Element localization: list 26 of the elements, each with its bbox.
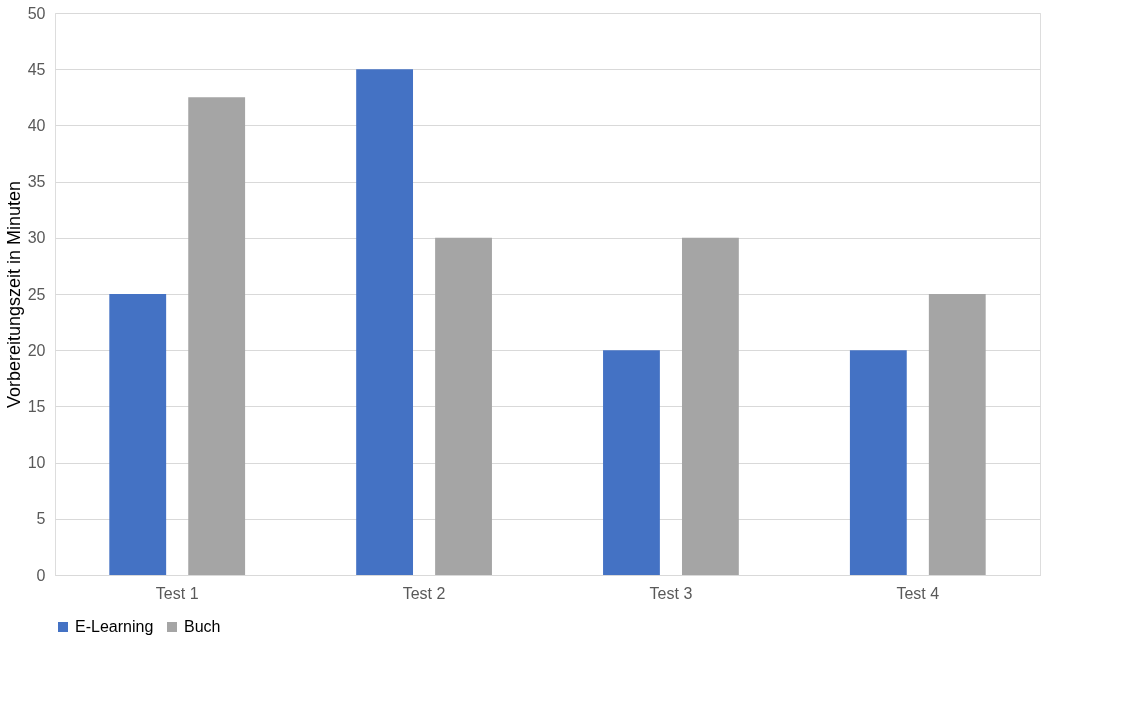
y-tick-label: 10 xyxy=(27,454,46,472)
bar xyxy=(188,97,246,575)
bar xyxy=(681,237,739,575)
bar xyxy=(435,237,492,575)
y-tick-label: 0 xyxy=(36,566,46,584)
x-tick-label: Test 1 xyxy=(155,584,199,602)
y-tick-label: 45 xyxy=(27,60,46,78)
legend-label: Buch xyxy=(184,618,221,635)
y-tick-label: 25 xyxy=(27,285,46,303)
bar xyxy=(849,350,907,575)
y-tick-label: 30 xyxy=(27,229,46,247)
y-tick-label: 40 xyxy=(27,116,46,134)
y-tick-label: 15 xyxy=(27,397,46,415)
legend-label: E-Learning xyxy=(75,618,154,635)
y-tick-label: 5 xyxy=(36,510,46,528)
bar xyxy=(928,294,986,575)
x-tick-label: Test 2 xyxy=(402,584,446,602)
x-tick-label: Test 4 xyxy=(896,584,940,602)
y-axis-title: Vorbereitungszeit in Minuten xyxy=(3,180,24,409)
bar xyxy=(109,294,167,575)
y-tick-label: 35 xyxy=(27,173,46,191)
y-tick-label: 20 xyxy=(27,341,46,359)
y-tick-label: 50 xyxy=(27,4,46,22)
bar xyxy=(603,350,660,575)
bar xyxy=(356,69,414,575)
x-tick-label: Test 3 xyxy=(649,584,693,602)
